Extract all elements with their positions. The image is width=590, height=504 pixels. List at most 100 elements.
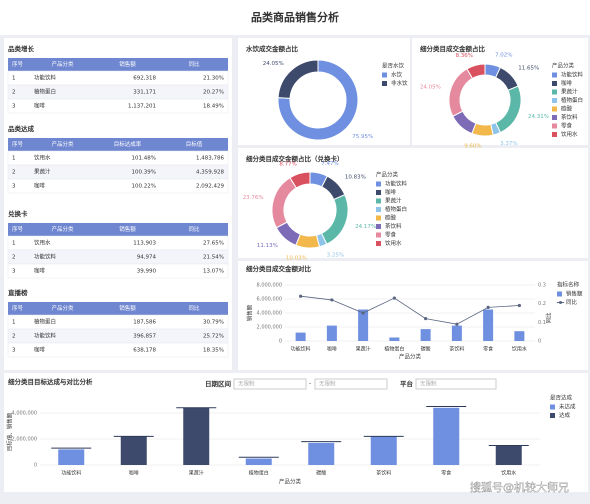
data-label: 23.76% — [243, 195, 264, 201]
panel — [4, 373, 588, 492]
column-header: 目标达成率 — [114, 140, 142, 148]
legend-item: 零食 — [561, 122, 573, 130]
legend-item: 未达成 — [559, 403, 576, 411]
chart-title: 细分类目成交金额对比 — [246, 264, 312, 273]
table-cell: 功能饮料 — [34, 332, 57, 340]
data-label: 8.36% — [456, 53, 473, 59]
table-cell: 2 — [12, 170, 16, 176]
column-header: 产品分类 — [51, 304, 74, 312]
legend-swatch — [376, 181, 381, 187]
table-header — [8, 302, 228, 315]
bar — [389, 337, 400, 341]
x-tick-label: 碳酸 — [421, 346, 431, 353]
table-cell: 植物蛋白 — [34, 88, 56, 96]
legend-swatch — [376, 190, 381, 195]
legend-swatch — [376, 198, 381, 204]
date-input[interactable] — [314, 378, 388, 390]
column-header: 销售额 — [119, 304, 136, 312]
legend-item: 茶饮料 — [561, 113, 578, 121]
legend-item: 非水饮 — [391, 79, 408, 87]
section-title: 品类增长 — [8, 44, 35, 53]
bar — [358, 309, 369, 341]
panel — [238, 261, 588, 370]
donut-segment — [277, 59, 319, 99]
column-header: 序号 — [12, 60, 24, 68]
chart-title: 水饮成交金额占比 — [246, 44, 299, 53]
table-cell: 1 — [12, 76, 16, 82]
table-cell: 331,171 — [133, 90, 156, 96]
legend-item: 功能饮料 — [385, 180, 408, 188]
legend-item: 咖啡 — [561, 79, 573, 87]
column-header: 目标值 — [186, 140, 203, 148]
legend-item: 茶饮料 — [385, 222, 402, 230]
legend-title: 是否达成 — [550, 394, 573, 402]
bar — [120, 436, 147, 465]
legend-item: 同比 — [566, 298, 578, 306]
x-tick-label: 植物蛋白 — [384, 346, 404, 353]
data-label: 3.37% — [500, 141, 517, 147]
table-row — [7, 342, 229, 358]
table-cell: 638,178 — [133, 348, 156, 354]
table-cell: 4,359,928 — [196, 170, 224, 176]
legend-swatch — [552, 72, 557, 78]
bar — [58, 449, 85, 465]
table-cell: 植物蛋白 — [34, 318, 56, 326]
bar — [295, 332, 306, 341]
table-cell: 396,857 — [133, 334, 156, 340]
table-cell: 21.30% — [203, 76, 224, 82]
table-cell: 27.65% — [203, 241, 224, 247]
table-cell: 2 — [12, 90, 16, 96]
date-end[interactable]: 无限制 — [319, 380, 336, 388]
table-cell: 咖啡 — [34, 102, 46, 110]
date-input[interactable] — [233, 378, 307, 390]
table-cell: 2 — [12, 334, 16, 340]
column-header: 同比 — [188, 304, 200, 312]
legend-swatch — [550, 404, 555, 410]
x-tick-label: 饮用水 — [512, 346, 527, 353]
legend-swatch — [552, 106, 557, 112]
legend-title: 指标名称 — [557, 281, 580, 289]
data-label: 24.05% — [263, 61, 284, 67]
legend-swatch — [550, 413, 555, 418]
table-row — [7, 263, 229, 279]
data-label: 11.65% — [518, 66, 539, 72]
y2-tick-label: 0.2 — [538, 301, 546, 307]
x-tick-label: 零食 — [441, 470, 451, 477]
section-title: 兑换卡 — [8, 209, 28, 218]
bar — [451, 325, 462, 341]
donut-segment — [277, 59, 359, 141]
data-label: 24.05% — [420, 84, 441, 90]
line — [300, 295, 520, 325]
date-start[interactable]: 无限制 — [238, 380, 255, 388]
y-tick-label: 2,000,000 — [257, 325, 282, 331]
x-axis-title: 产品分类 — [279, 478, 302, 486]
column-header: 同比 — [188, 225, 200, 233]
table-cell: 1,483,786 — [196, 156, 224, 162]
y-tick-label: 0 — [34, 463, 37, 469]
line-point — [455, 322, 459, 326]
bar — [245, 458, 272, 465]
legend-item: 碳酸 — [385, 214, 397, 222]
column-header: 序号 — [12, 140, 24, 148]
table-cell: 187,586 — [133, 320, 156, 326]
platform-select[interactable] — [415, 378, 497, 390]
data-label: 7.02% — [495, 53, 512, 59]
table-cell: 2,092,429 — [196, 184, 224, 190]
table-cell: 25.72% — [203, 334, 224, 340]
legend-item: 咖啡 — [385, 188, 397, 196]
legend-swatch — [559, 301, 562, 304]
section-title: 品类达成 — [8, 124, 35, 133]
title-bar — [0, 0, 590, 35]
table-cell: 1,137,201 — [128, 104, 156, 110]
legend-swatch — [552, 123, 557, 129]
table-cell: 果蔬汁 — [34, 168, 51, 176]
page-title: 品类商品销售分析 — [251, 10, 339, 24]
table-cell: 21.54% — [203, 255, 224, 261]
line-point — [330, 298, 334, 302]
column-header: 销售额 — [119, 225, 136, 233]
table-cell: 39,990 — [137, 269, 157, 275]
table-header — [8, 223, 228, 236]
platform-value[interactable]: 无限制 — [420, 380, 437, 388]
donut-segment — [466, 63, 486, 80]
legend-swatch — [552, 81, 557, 86]
